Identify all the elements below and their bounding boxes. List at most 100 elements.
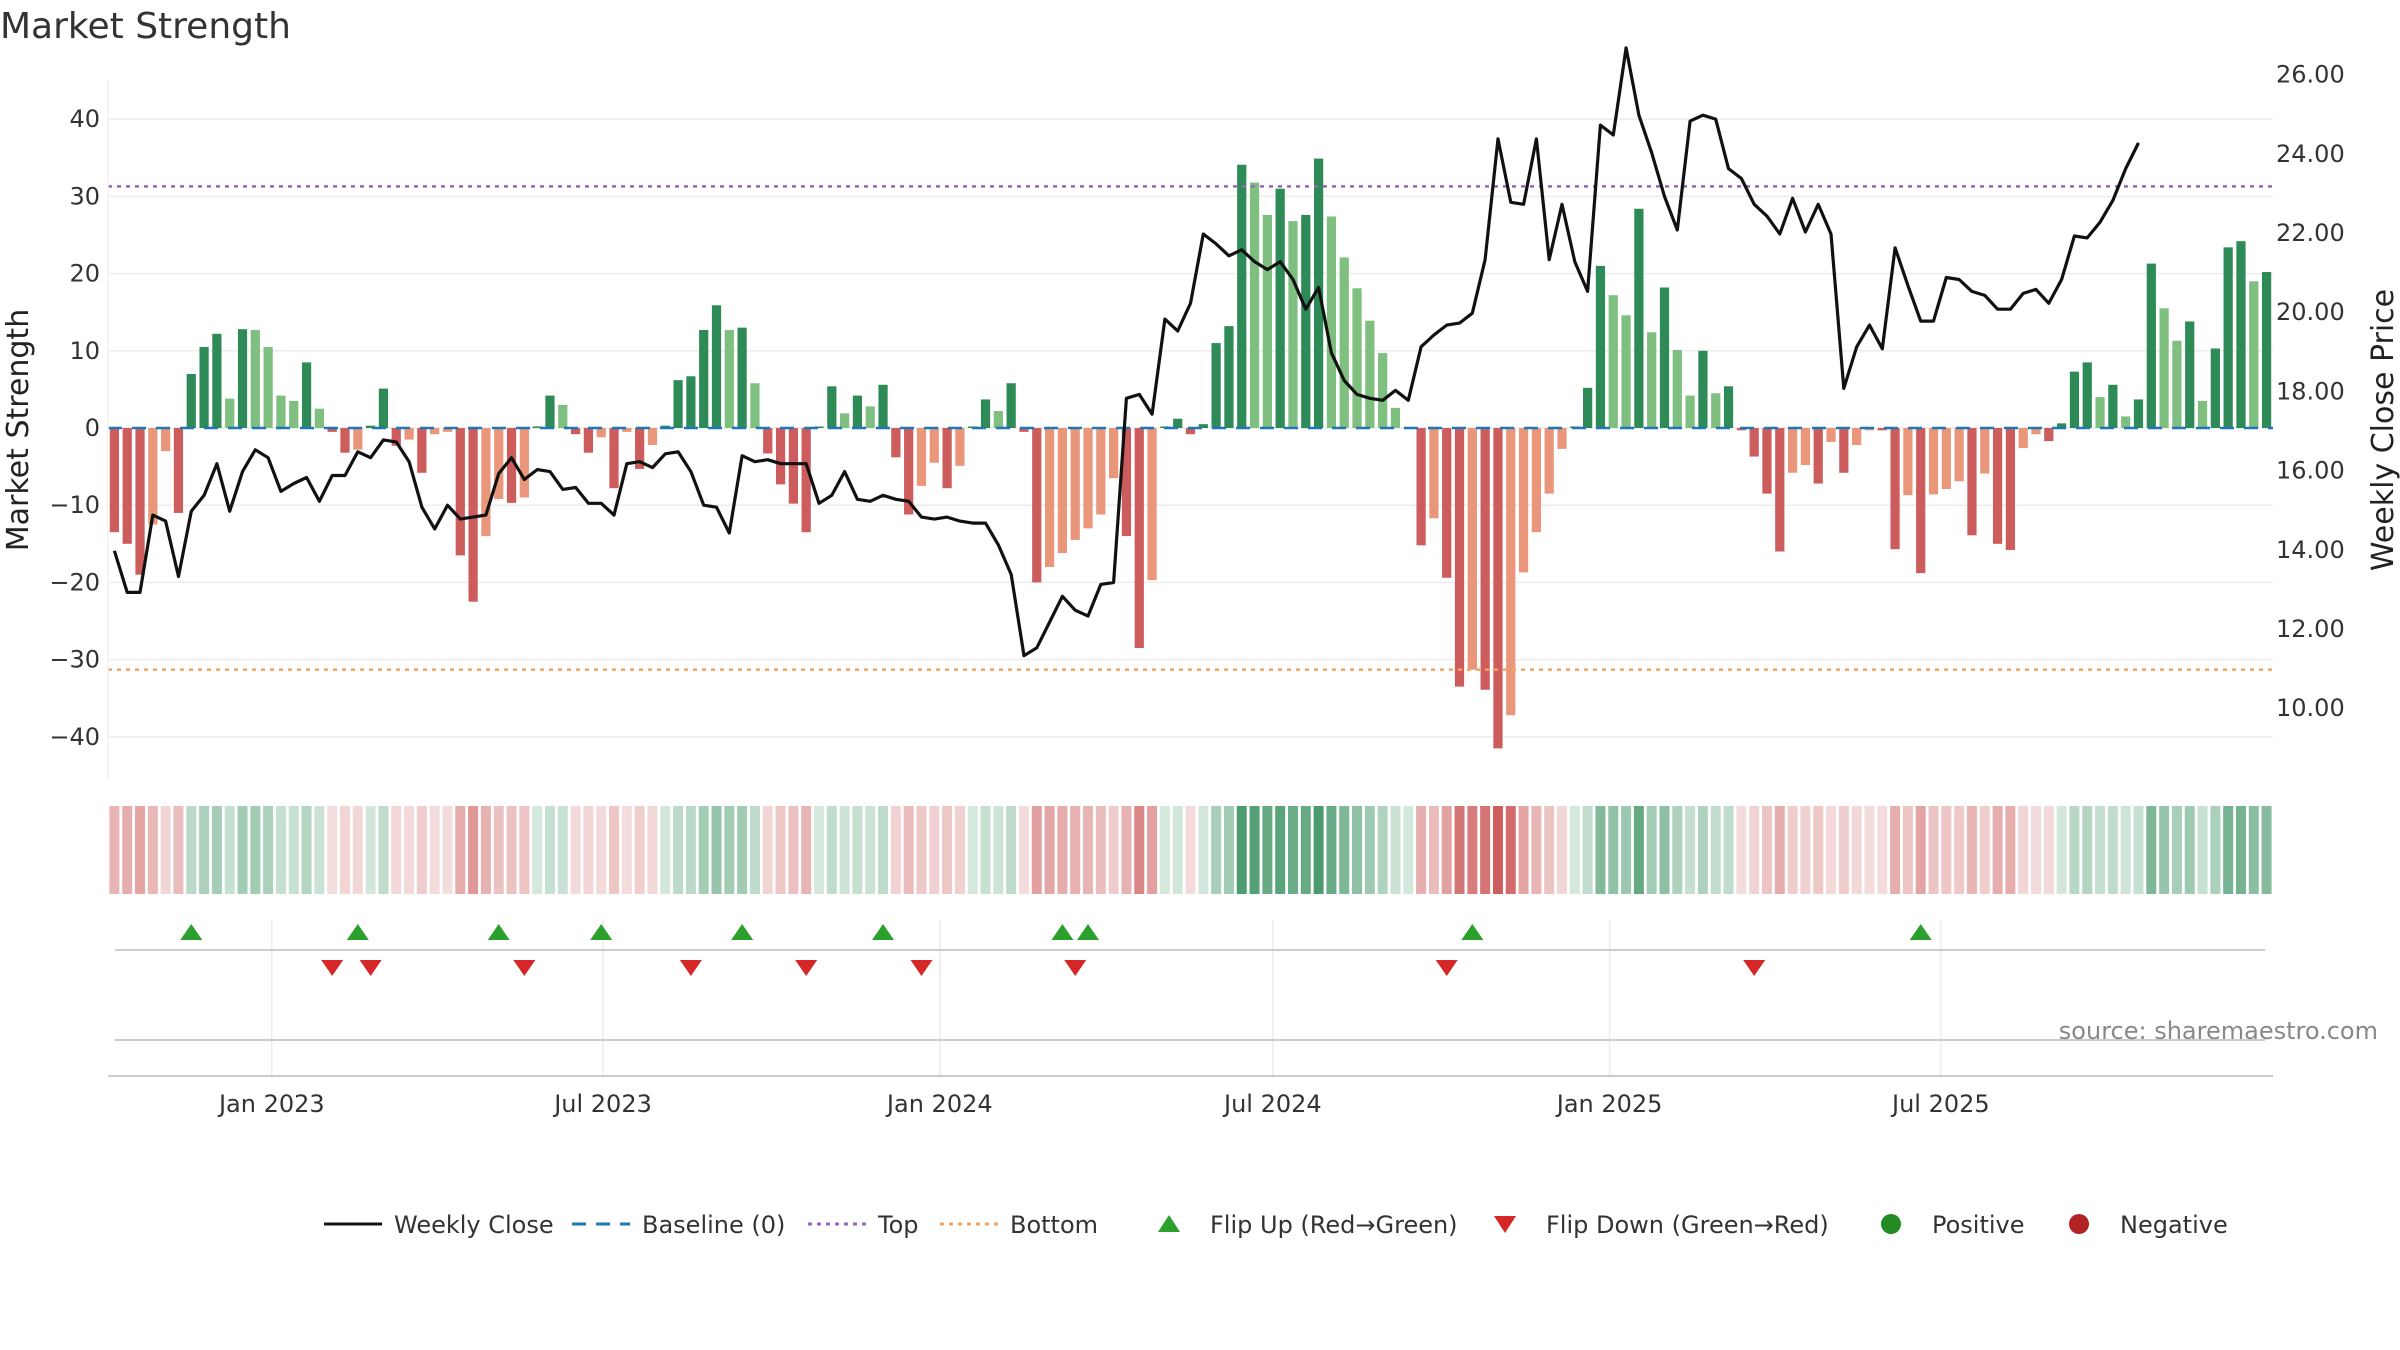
heat-cell — [1518, 806, 1529, 894]
heat-cell — [890, 806, 901, 894]
heat-cell — [2107, 806, 2118, 894]
heat-cell — [596, 806, 607, 894]
triangle-down-icon — [1494, 1216, 1516, 1233]
heat-cell — [250, 806, 261, 894]
strength-bar — [1954, 428, 1964, 482]
heat-cell — [2120, 806, 2131, 894]
strength-bar — [2031, 428, 2041, 435]
x-tick-label: Jan 2024 — [885, 1090, 993, 1118]
strength-bar — [1147, 428, 1157, 581]
flip-down-marker — [910, 960, 933, 976]
heat-cell — [135, 806, 146, 894]
heat-cell — [544, 806, 555, 894]
strength-bar — [1890, 428, 1900, 550]
heat-cell — [404, 806, 415, 894]
heat-cell — [749, 806, 760, 894]
strength-bar — [596, 428, 606, 438]
strength-bar — [122, 428, 132, 544]
heat-cell — [1685, 806, 1696, 894]
strength-bar — [1249, 182, 1260, 428]
flip-up-marker — [1909, 924, 1932, 940]
strength-bar — [1044, 428, 1055, 567]
strength-bar — [2133, 399, 2144, 428]
heat-cell — [634, 806, 645, 894]
grid — [108, 118, 2273, 1078]
flip-down-marker — [1743, 960, 1766, 976]
heat-cell — [1159, 806, 1170, 894]
strength-bar — [1429, 428, 1439, 519]
heat-cell — [1851, 806, 1862, 894]
strength-bar — [1454, 428, 1465, 687]
y2-tick-label: 20.00 — [2276, 298, 2345, 326]
y2-tick-label: 22.00 — [2276, 219, 2345, 247]
strength-bar — [1813, 428, 1823, 484]
heat-cell — [2043, 806, 2054, 894]
heat-cell — [1339, 806, 1350, 894]
strength-bar — [2185, 321, 2195, 428]
strength-bar — [186, 373, 196, 428]
heat-cell — [301, 806, 312, 894]
strength-bar — [1185, 428, 1196, 435]
heat-cell — [391, 806, 402, 894]
strength-bar — [378, 388, 389, 428]
heat-cell — [1198, 806, 1209, 894]
triangle-up-icon — [1158, 1215, 1180, 1232]
heat-cell — [2210, 806, 2221, 894]
strength-bar — [1032, 428, 1042, 583]
strength-bar — [1647, 332, 1657, 428]
flip-down-marker — [679, 960, 702, 976]
strength-bar — [1493, 428, 1503, 749]
heat-cell — [570, 806, 581, 894]
heat-cell — [1569, 806, 1580, 894]
heat-cell — [1211, 806, 1222, 894]
strength-bar — [673, 380, 683, 428]
legend-item-7: Negative — [2069, 1211, 2228, 1239]
legend-item-3: Bottom — [940, 1211, 1098, 1239]
strength-bar — [1557, 428, 1567, 449]
heat-cell — [1608, 806, 1619, 894]
strength-bar — [840, 413, 850, 428]
strength-bar — [2146, 263, 2156, 428]
heat-cell — [147, 806, 158, 894]
heat-cell — [416, 806, 427, 894]
heat-cell — [1095, 806, 1106, 894]
strength-bar — [173, 428, 184, 513]
strength-bar — [1980, 428, 1990, 474]
strength-bar — [1967, 428, 1977, 536]
strength-bar — [1288, 221, 1298, 428]
strength-bar — [635, 428, 645, 469]
strength-bar — [1595, 265, 1606, 428]
strength-bar — [404, 428, 414, 440]
y2-tick-label: 26.00 — [2276, 61, 2345, 89]
strength-bar — [2082, 362, 2092, 428]
flip-down-marker — [1435, 960, 1458, 976]
strength-bar — [276, 395, 286, 428]
strength-bar — [1006, 383, 1016, 428]
heat-cell — [199, 806, 210, 894]
legend-label: Flip Down (Green→Red) — [1546, 1211, 1829, 1239]
strength-bar — [1109, 428, 1119, 479]
strength-bar — [1262, 214, 1272, 428]
flip-down-marker — [321, 960, 344, 976]
y-tick-label: −10 — [49, 491, 100, 519]
heat-cell — [1018, 806, 1029, 894]
heat-cell — [724, 806, 735, 894]
heat-cell — [365, 806, 376, 894]
strength-bar — [1378, 353, 1388, 428]
flip-up-marker — [731, 924, 754, 940]
strength-bar — [199, 346, 209, 428]
y2-axis-label: Weekly Close Price — [2366, 289, 2400, 571]
heat-cell — [1006, 806, 1017, 894]
strength-bar — [506, 428, 517, 503]
heat-cell — [2005, 806, 2016, 894]
strength-bar — [1416, 428, 1426, 546]
heat-cell — [762, 806, 773, 894]
heat-cell — [1941, 806, 1952, 894]
heat-cell — [1813, 806, 1824, 894]
heat-cell — [2133, 806, 2144, 894]
heat-cell — [1749, 806, 1760, 894]
heat-cell — [1633, 806, 1644, 894]
heat-cell — [263, 806, 274, 894]
strength-bar — [891, 428, 901, 458]
